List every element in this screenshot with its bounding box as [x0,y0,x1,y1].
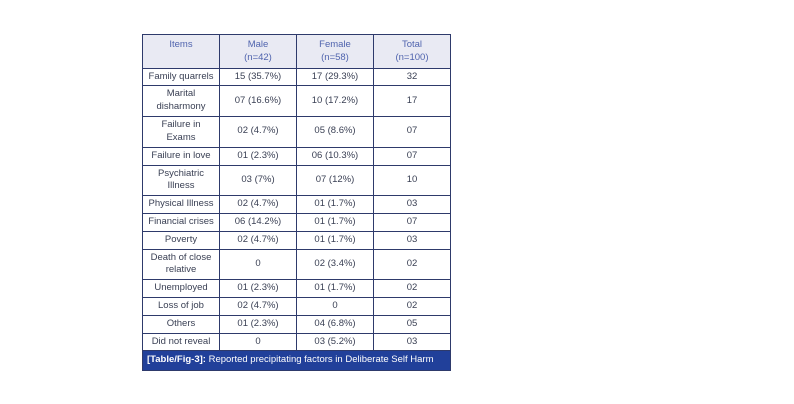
table-row: Physical Illness 02 (4.7%) 01 (1.7%) 03 [142,195,451,214]
total-cell: 03 [373,230,451,250]
table-row: Loss of job 02 (4.7%) 0 02 [142,297,451,316]
table-row: Financial crises 06 (14.2%) 01 (1.7%) 07 [142,212,451,232]
total-cell: 07 [373,146,451,166]
header-title: Male [247,39,269,50]
female-cell: 01 (1.7%) [296,195,374,214]
male-cell: 0 [219,248,297,281]
male-cell: 06 (14.2%) [219,212,297,232]
male-cell: 01 (2.3%) [219,279,297,298]
male-cell: 02 (4.7%) [219,116,297,148]
total-cell: 02 [373,279,451,298]
item-cell: Physical Illness [142,195,220,214]
table-row: Unemployed 01 (2.3%) 01 (1.7%) 02 [142,279,451,298]
table-header-row: Items Male (n=42) Female (n=58) Total (n… [142,34,451,69]
total-cell: 32 [373,67,451,87]
item-cell: Psychiatric Illness [142,164,220,197]
female-cell: 03 (5.2%) [296,332,374,352]
header-cell-total: Total (n=100) [373,34,451,69]
female-cell: 01 (1.7%) [296,279,374,298]
header-cell-items: Items [142,34,220,69]
female-cell: 01 (1.7%) [296,212,374,232]
precipitating-factors-table: Items Male (n=42) Female (n=58) Total (n… [142,34,451,372]
caption-text: Reported precipitating factors in Delibe… [205,354,434,366]
total-cell: 10 [373,164,451,197]
total-cell: 02 [373,297,451,316]
header-subtitle: (n=58) [321,51,349,63]
table-row: Psychiatric Illness 03 (7%) 07 (12%) 10 [142,164,451,197]
caption-label: [Table/Fig-3]: [147,354,206,366]
female-cell: 17 (29.3%) [296,67,374,87]
header-subtitle: (n=100) [395,51,429,63]
header-title: Female [319,39,351,50]
table-row: Family quarrels 15 (35.7%) 17 (29.3%) 32 [142,67,451,87]
table-row: Marital disharmony 07 (16.6%) 10 (17.2%)… [142,85,451,118]
female-cell: 07 (12%) [296,164,374,197]
female-cell: 01 (1.7%) [296,230,374,250]
male-cell: 01 (2.3%) [219,146,297,166]
total-cell: 07 [373,212,451,232]
female-cell: 02 (3.4%) [296,248,374,281]
table-row: Others 01 (2.3%) 04 (6.8%) 05 [142,314,451,334]
female-cell: 06 (10.3%) [296,146,374,166]
item-cell: Others [142,314,220,334]
male-cell: 15 (35.7%) [219,67,297,87]
total-cell: 03 [373,195,451,214]
item-cell: Did not reveal [142,332,220,352]
female-cell: 04 (6.8%) [296,314,374,334]
male-cell: 01 (2.3%) [219,314,297,334]
female-cell: 05 (8.6%) [296,116,374,148]
male-cell: 02 (4.7%) [219,195,297,214]
male-cell: 02 (4.7%) [219,230,297,250]
item-cell: Loss of job [142,297,220,316]
header-cell-female: Female (n=58) [296,34,374,69]
total-cell: 07 [373,116,451,148]
item-cell: Unemployed [142,279,220,298]
female-cell: 0 [296,297,374,316]
total-cell: 03 [373,332,451,352]
table-row: Death of close relative 0 02 (3.4%) 02 [142,248,451,281]
header-title: Items [169,39,193,50]
header-cell-male: Male (n=42) [219,34,297,69]
male-cell: 02 (4.7%) [219,297,297,316]
item-cell: Marital disharmony [142,85,220,118]
item-cell: Financial crises [142,212,220,232]
header-subtitle: (n=42) [244,51,272,63]
table-row: Did not reveal 0 03 (5.2%) 03 [142,332,451,352]
male-cell: 0 [219,332,297,352]
male-cell: 03 (7%) [219,164,297,197]
item-cell: Failure in love [142,146,220,166]
item-cell: Death of close relative [142,248,220,281]
table-row: Failure in love 01 (2.3%) 06 (10.3%) 07 [142,146,451,166]
header-title: Total [401,39,423,50]
item-cell: Poverty [142,230,220,250]
table-row: Poverty 02 (4.7%) 01 (1.7%) 03 [142,230,451,250]
total-cell: 17 [373,85,451,118]
total-cell: 05 [373,314,451,334]
item-cell: Family quarrels [142,67,220,87]
caption-row: [Table/Fig-3]: Reported precipitating fa… [142,350,451,372]
item-cell: Failure in Exams [142,116,220,148]
figure-table: Items Male (n=42) Female (n=58) Total (n… [142,34,451,372]
total-cell: 02 [373,248,451,281]
male-cell: 07 (16.6%) [219,85,297,118]
table-row: Failure in Exams 02 (4.7%) 05 (8.6%) 07 [142,116,451,148]
table-caption: [Table/Fig-3]: Reported precipitating fa… [142,350,451,372]
female-cell: 10 (17.2%) [296,85,374,118]
